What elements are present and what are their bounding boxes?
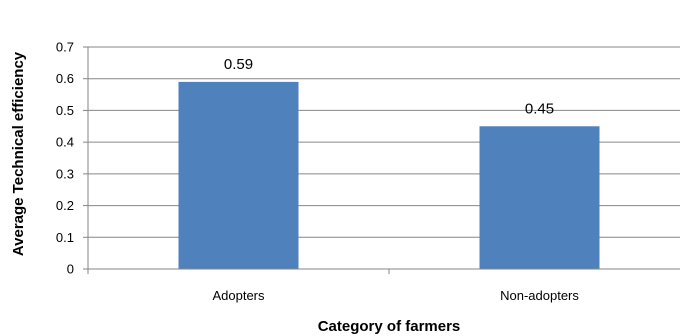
y-tick-label: 0 — [67, 262, 74, 277]
bars — [178, 81, 600, 270]
bar-adopters — [178, 81, 299, 269]
y-axis-title: Average Technical efficiency — [10, 51, 27, 256]
labels: 0 0.1 0.2 0.3 0.4 0.5 0.6 0.7 0.59 Adopters 0.45 No… — [56, 40, 579, 304]
y-tick-label: 0.4 — [56, 135, 74, 150]
x-axis-title: Category of farmers — [318, 318, 461, 335]
x-tick-label: Non-adopters — [500, 288, 579, 303]
data-label: 0.45 — [525, 100, 554, 117]
data-label: 0.59 — [224, 56, 253, 73]
y-tick-label: 0.3 — [56, 166, 74, 181]
y-tick-label: 0.2 — [56, 198, 74, 213]
y-tick-label: 0.7 — [56, 40, 74, 55]
bar-non-adopters — [479, 126, 600, 270]
y-tick-label: 0.1 — [56, 230, 74, 245]
y-tick-label: 0.6 — [56, 71, 74, 86]
axes — [83, 46, 680, 274]
y-tick-label: 0.5 — [56, 103, 74, 118]
x-tick-label: Adopters — [212, 288, 265, 303]
